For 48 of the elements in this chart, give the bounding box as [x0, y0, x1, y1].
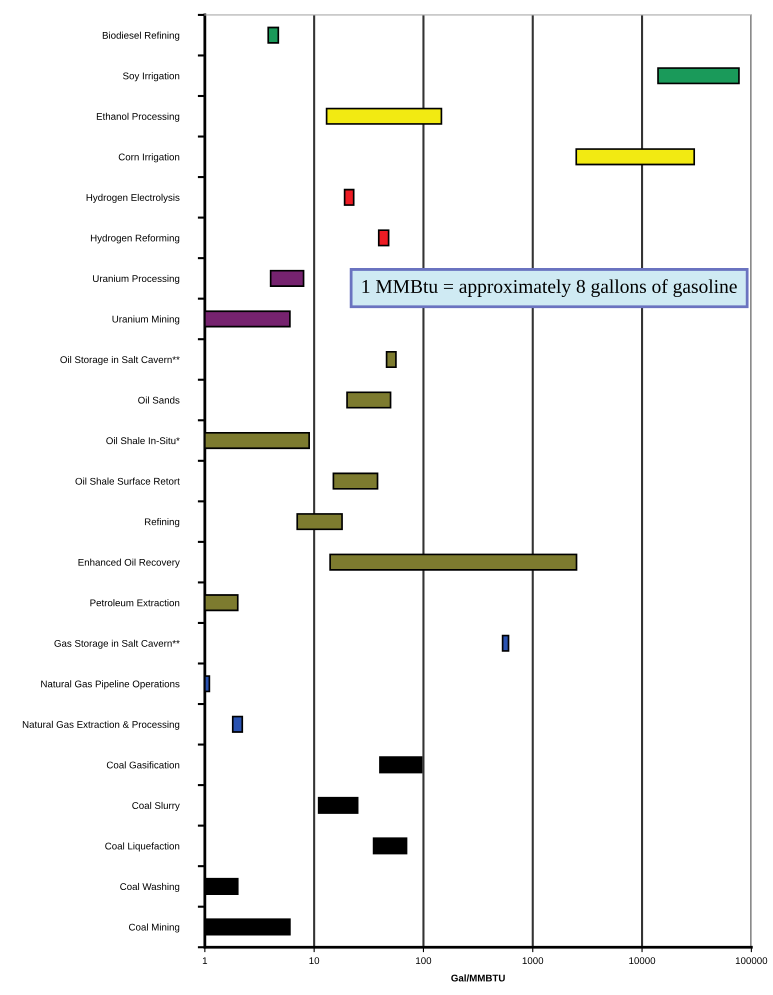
bar — [575, 148, 696, 166]
y-tick-label: Oil Sands — [138, 396, 180, 404]
bar — [379, 756, 422, 774]
y-tick-label: Soy Irrigation — [123, 72, 180, 82]
bar — [344, 188, 355, 206]
y-tick-label: Coal Liquefaction — [105, 842, 180, 852]
y-tick-label: Refining — [144, 518, 180, 528]
bar — [502, 634, 510, 652]
bar — [326, 108, 442, 125]
bar — [318, 796, 358, 814]
bar — [332, 472, 378, 490]
bar — [232, 716, 244, 733]
y-tick-label: Coal Mining — [129, 923, 180, 933]
y-tick-label: Oil Storage in Salt Cavern** — [60, 356, 180, 366]
y-tick-label: Natural Gas Extraction & Processing — [22, 720, 180, 730]
x-tick-label: 100 — [416, 957, 432, 964]
x-tick-label: 1000 — [522, 957, 544, 964]
x-tick-label: 10 — [309, 957, 320, 964]
bar — [296, 513, 343, 530]
y-tick-label: Coal Washing — [120, 882, 180, 892]
y-tick-label: Uranium Mining — [112, 315, 180, 324]
annotation: 1 MMBtu = approximately 8 gallons of gasoline — [362, 279, 737, 298]
y-tick-label: Oil Shale Surface Retort — [75, 478, 180, 485]
y-tick-label: Hydrogen Electrolysis — [86, 194, 180, 203]
y-tick-label: Coal Slurry — [132, 802, 180, 811]
bar — [267, 26, 280, 44]
y-tick-label: Oil Shale In-Situ* — [106, 437, 180, 444]
y-tick-label: Coal Gasification — [106, 761, 180, 768]
bar — [346, 391, 392, 409]
y-tick-label: Biodiesel Refining — [102, 32, 180, 41]
bar — [270, 270, 304, 287]
y-tick-label: Corn Irrigation — [118, 153, 180, 162]
y-tick-label: Natural Gas Pipeline Operations — [41, 680, 180, 690]
y-tick-label: Uranium Processing — [93, 274, 180, 284]
y-tick-label: Gas Storage in Salt Cavern** — [54, 640, 180, 649]
x-tick-label: 10000 — [629, 957, 656, 964]
x-axis-title: Gal/MMBTU — [451, 974, 505, 982]
bar — [372, 837, 408, 854]
bar — [386, 350, 397, 368]
y-tick-label: Enhanced Oil Recovery — [78, 558, 180, 568]
bar — [329, 554, 578, 571]
y-tick-label: Petroleum Extraction — [90, 599, 180, 606]
bar — [657, 67, 740, 84]
x-tick-label: 1 — [202, 957, 208, 964]
y-tick-label: Hydrogen Reforming — [90, 234, 180, 244]
y-tick-label: Ethanol Processing — [96, 112, 180, 122]
bar — [378, 229, 390, 246]
x-tick-label: 100000 — [736, 957, 768, 964]
